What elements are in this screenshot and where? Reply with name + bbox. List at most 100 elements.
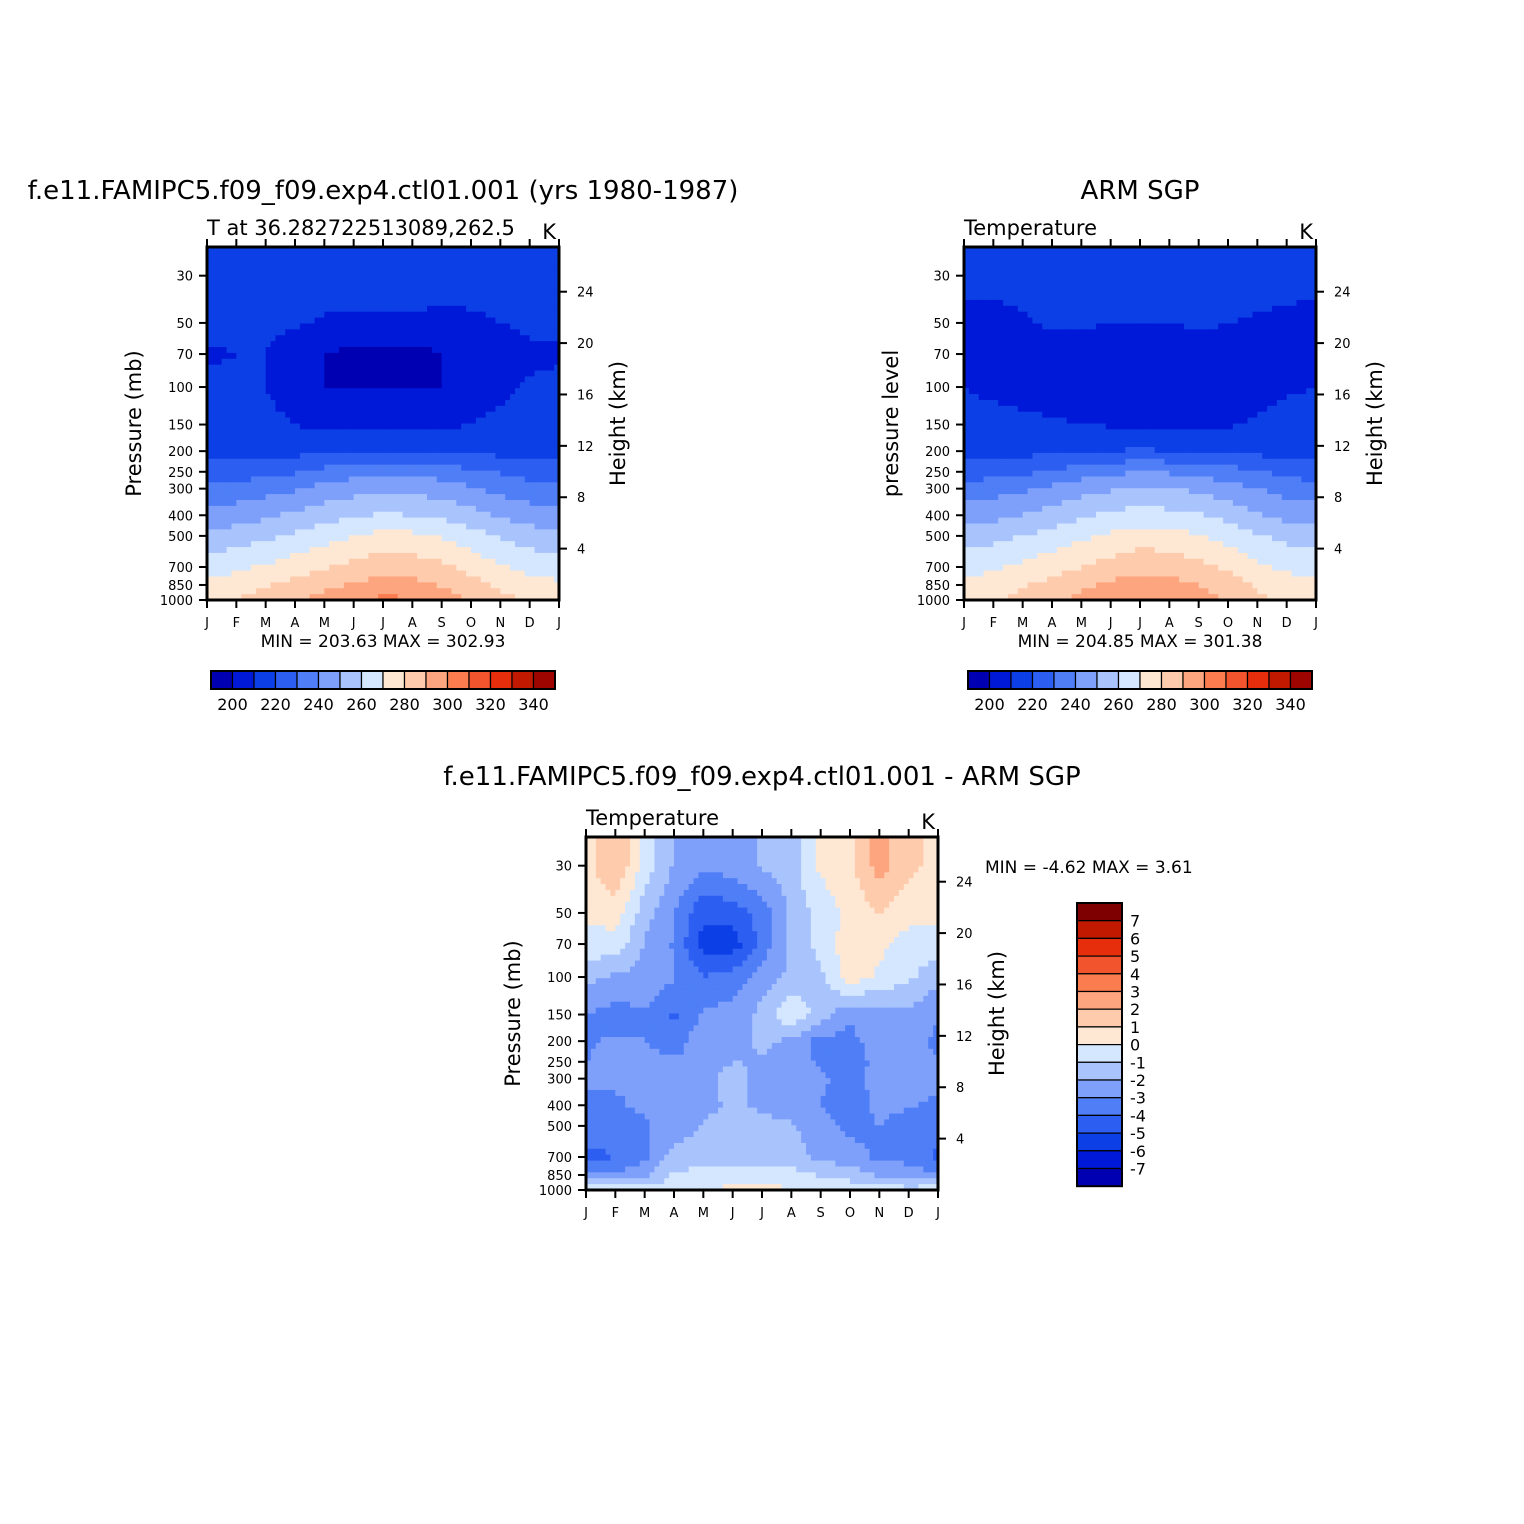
contour-cell [378,299,384,307]
contour-cell [255,388,262,395]
contour-cell [216,341,223,348]
contour-cell [534,294,541,301]
contour-cell [343,505,350,513]
contour-cell [417,352,423,360]
contour-cell [519,517,526,525]
contour-cell [290,299,296,307]
contour-cell [1022,258,1029,266]
contour-cell [392,376,399,383]
contour-cell [353,329,360,336]
contour-cell [529,523,536,530]
contour-cell [510,370,516,378]
contour-cell [270,588,277,595]
contour-cell [505,588,511,595]
contour-cell [427,394,433,401]
contour-cell [304,282,311,289]
contour-cell [519,247,526,254]
contour-cell [1208,270,1214,278]
contour-cell [299,317,306,325]
contour-cell [260,452,267,460]
contour-cell [549,547,555,554]
contour-cell [324,299,330,307]
contour-cell [339,541,345,548]
contour-cell [363,352,369,360]
contour-cell [1042,276,1048,283]
contour-cell [275,294,281,301]
contour-cell [290,423,296,430]
contour-cell [275,499,281,507]
contour-cell [231,476,237,483]
contour-cell [451,558,457,566]
contour-cell [510,329,516,336]
contour-cell [485,576,492,583]
contour-cell [515,364,521,372]
contour-cell [324,435,330,442]
contour-cell [451,247,457,254]
contour-cell [270,541,277,548]
contour-cell [524,388,531,395]
contour-cell [329,458,335,466]
contour-cell [343,576,350,583]
contour-cell [348,252,355,260]
contour-cell [221,535,228,542]
contour-cell [505,447,511,454]
contour-cell [241,399,247,407]
contour-cell [466,258,472,266]
contour-cell [207,270,213,278]
contour-cell [339,447,345,454]
contour-cell [1091,288,1097,295]
contour-cell [397,364,404,372]
contour-cell [231,252,237,260]
contour-cell [510,547,516,554]
contour-cell [314,294,321,301]
contour-cell [466,429,472,436]
contour-cell [299,452,306,460]
contour-cell [392,299,399,307]
contour-cell [353,370,360,378]
contour-cell [260,252,267,260]
contour-cell [1296,270,1302,278]
contour-cell [207,405,213,413]
contour-cell [1149,270,1156,278]
contour-cell [207,452,213,460]
contour-cell [363,517,369,525]
contour-cell [221,423,228,430]
contour-cell [319,488,325,495]
contour-cell [519,458,526,466]
contour-cell [1174,252,1180,260]
contour-cell [1184,247,1190,254]
contour-cell [524,394,531,401]
contour-cell [216,570,223,578]
contour-cell [309,364,316,372]
contour-cell [251,335,257,342]
contour-cell [554,482,559,489]
contour-cell [539,523,545,530]
contour-cell [490,570,497,578]
contour-cell [314,264,321,272]
contour-cell [471,529,477,536]
contour-cell [358,399,365,407]
contour-cell [221,417,228,425]
contour-cell [348,429,355,436]
contour-cell [290,335,296,342]
contour-cell [1179,252,1185,260]
contour-cell [515,576,521,583]
contour-cell [471,288,477,295]
contour-cell [275,458,281,466]
contour-cell [339,552,345,560]
contour-cell [427,582,433,589]
contour-cell [275,358,281,366]
contour-cell [265,482,272,489]
contour-cell [417,517,423,525]
contour-cell [221,582,228,589]
contour-cell [1262,252,1268,260]
contour-cell [446,323,453,330]
contour-cell [260,488,267,495]
contour-cell [226,564,233,572]
contour-cell [461,411,467,419]
contour-cell [1027,282,1034,289]
contour-cell [510,358,516,366]
contour-cell [216,347,223,354]
contour-cell [412,305,418,313]
contour-cell [534,299,541,307]
